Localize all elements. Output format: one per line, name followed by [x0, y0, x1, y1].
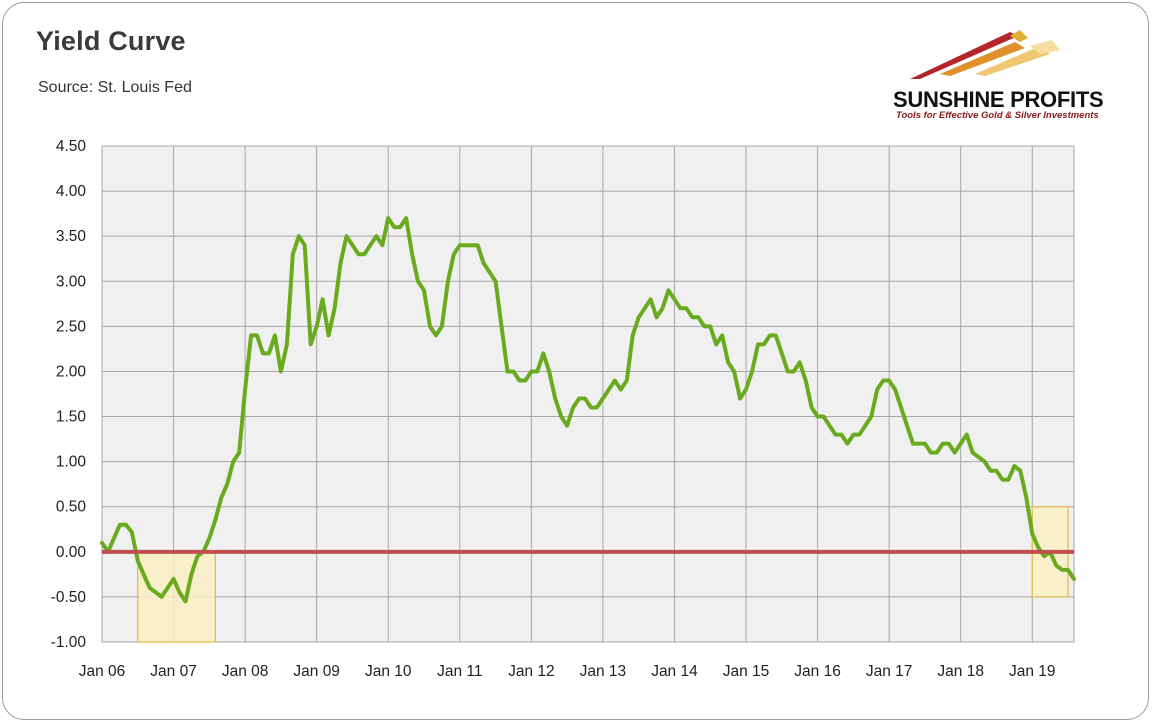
chart-title: Yield Curve	[36, 26, 186, 56]
x-tick-label: Jan 13	[580, 663, 627, 680]
x-tick-label: Jan 12	[508, 663, 555, 680]
x-tick-label: Jan 15	[723, 663, 770, 680]
y-tick-label: 4.50	[56, 138, 87, 155]
logo-tagline: Tools for Effective Gold & Silver Invest…	[896, 110, 1099, 121]
x-tick-label: Jan 09	[293, 663, 340, 680]
y-tick-label: 3.00	[56, 273, 87, 290]
yield-spread-line	[100, 216, 1076, 604]
chart-source: Source: St. Louis Fed	[38, 79, 192, 96]
y-tick-label: 1.50	[56, 409, 87, 426]
y-tick-label: 0.50	[56, 499, 87, 516]
y-tick-label: -0.50	[51, 589, 87, 606]
plot-border	[101, 145, 1075, 643]
y-tick-label: 4.00	[56, 183, 87, 200]
x-tick-label: Jan 08	[222, 663, 269, 680]
x-tick-label: Jan 16	[794, 663, 841, 680]
x-tick-label: Jan 07	[150, 663, 197, 680]
y-tick-label: 0.00	[56, 544, 87, 561]
x-tick-label: Jan 10	[365, 663, 412, 680]
logo-brand-text: SUNSHINE PROFITS	[893, 87, 1104, 112]
x-tick-label: Jan 17	[866, 663, 913, 680]
x-tick-label: Jan 19	[1009, 663, 1056, 680]
y-tick-label: 2.00	[56, 363, 87, 380]
highlight-box	[137, 551, 216, 643]
y-tick-label: 3.50	[56, 228, 87, 245]
sunshine-profits-logo-icon	[910, 30, 1060, 79]
x-tick-label: Jan 11	[437, 663, 482, 680]
x-tick-label: Jan 14	[651, 663, 698, 680]
y-tick-labels: 4.50 4.00 3.50 3.00 2.50 2.00 1.50 1.00 0.50 0.00…	[51, 138, 87, 651]
y-tick-label: -1.00	[51, 634, 87, 651]
x-tick-label: Jan 06	[79, 663, 126, 680]
gridlines	[101, 145, 1075, 643]
y-tick-label: 2.50	[56, 318, 87, 335]
plot-area	[102, 146, 1074, 642]
x-tick-label: Jan 18	[937, 663, 984, 680]
y-tick-label: 1.00	[56, 454, 87, 471]
series-group	[100, 216, 1076, 604]
x-tick-labels: Jan 06 Jan 07 Jan 08 Jan 09 Jan 10 Jan 11 Jan …	[79, 663, 1056, 680]
